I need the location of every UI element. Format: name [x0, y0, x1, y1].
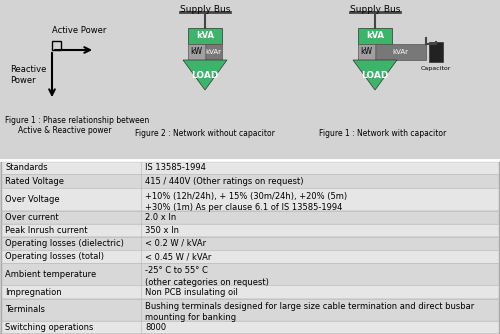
- Text: Bushing terminals designed for large size cable termination and direct busbar: Bushing terminals designed for large siz…: [145, 302, 474, 311]
- Bar: [188, 28, 222, 44]
- Bar: [1, 263, 499, 285]
- Text: kVA: kVA: [196, 31, 214, 40]
- Text: kVAr: kVAr: [206, 49, 222, 55]
- Text: -25° C to 55° C: -25° C to 55° C: [145, 267, 208, 276]
- Bar: [358, 44, 374, 60]
- Bar: [1, 224, 499, 236]
- Text: Ambient temperature: Ambient temperature: [5, 270, 96, 279]
- Bar: [1, 160, 499, 174]
- Polygon shape: [183, 60, 227, 90]
- Text: Active Power: Active Power: [52, 26, 106, 35]
- Text: Supply Bus: Supply Bus: [350, 5, 400, 14]
- Text: Capacitor: Capacitor: [420, 66, 450, 71]
- Text: < 0.45 W / kVAr: < 0.45 W / kVAr: [145, 252, 212, 261]
- Bar: [1, 237, 499, 249]
- Text: Standards: Standards: [5, 163, 48, 172]
- Text: Figure 1 : Network with capacitor: Figure 1 : Network with capacitor: [320, 129, 446, 138]
- Bar: [358, 28, 392, 44]
- Text: (other categories on request): (other categories on request): [145, 278, 269, 287]
- Text: Figure 2 : Network without capacitor: Figure 2 : Network without capacitor: [135, 129, 275, 138]
- Text: +10% (12h/24h), + 15% (30m/24h), +20% (5m): +10% (12h/24h), + 15% (30m/24h), +20% (5…: [145, 192, 347, 201]
- Text: Over current: Over current: [5, 213, 59, 222]
- Text: Peak Inrush current: Peak Inrush current: [5, 226, 87, 235]
- Text: Non PCB insulating oil: Non PCB insulating oil: [145, 288, 238, 297]
- Text: +30% (1m) As per clause 6.1 of IS 13585-1994: +30% (1m) As per clause 6.1 of IS 13585-…: [145, 203, 342, 212]
- Text: kW: kW: [190, 47, 202, 56]
- Text: Supply Bus: Supply Bus: [180, 5, 230, 14]
- Text: Rated Voltage: Rated Voltage: [5, 177, 64, 186]
- Text: IS 13585-1994: IS 13585-1994: [145, 163, 206, 172]
- Text: Over Voltage: Over Voltage: [5, 195, 60, 204]
- Bar: [376, 44, 426, 60]
- Text: kVAr: kVAr: [392, 49, 408, 55]
- Text: kVA: kVA: [366, 31, 384, 40]
- Text: Switching operations: Switching operations: [5, 323, 94, 332]
- Text: LOAD: LOAD: [362, 70, 388, 79]
- Text: 2.0 x In: 2.0 x In: [145, 213, 176, 222]
- Text: Reactive
Power: Reactive Power: [10, 65, 46, 85]
- Bar: [1, 250, 499, 263]
- Text: < 0.2 W / kVAr: < 0.2 W / kVAr: [145, 239, 206, 248]
- Bar: [1, 321, 499, 334]
- Bar: [1, 286, 499, 298]
- Text: 8000: 8000: [145, 323, 166, 332]
- Text: mounting for banking: mounting for banking: [145, 313, 236, 322]
- Bar: [206, 44, 222, 60]
- Text: 415 / 440V (Other ratings on request): 415 / 440V (Other ratings on request): [145, 177, 304, 186]
- Polygon shape: [353, 60, 397, 90]
- Bar: [1, 210, 499, 223]
- Text: Impregnation: Impregnation: [5, 288, 62, 297]
- Text: 350 x In: 350 x In: [145, 226, 179, 235]
- Text: LOAD: LOAD: [192, 70, 218, 79]
- Text: Operating losses (total): Operating losses (total): [5, 252, 104, 261]
- Bar: [52, 41, 61, 50]
- Text: Figure 1 : Phase relationship between: Figure 1 : Phase relationship between: [5, 116, 149, 125]
- Text: Active & Reactive power: Active & Reactive power: [18, 126, 112, 135]
- Bar: [1, 188, 499, 210]
- Bar: [1, 299, 499, 320]
- Text: kW: kW: [360, 47, 372, 56]
- Bar: [428, 42, 442, 62]
- Bar: [188, 44, 204, 60]
- Text: Operating losses (dielectric): Operating losses (dielectric): [5, 239, 124, 248]
- Bar: [1, 174, 499, 188]
- Text: Terminals: Terminals: [5, 305, 45, 314]
